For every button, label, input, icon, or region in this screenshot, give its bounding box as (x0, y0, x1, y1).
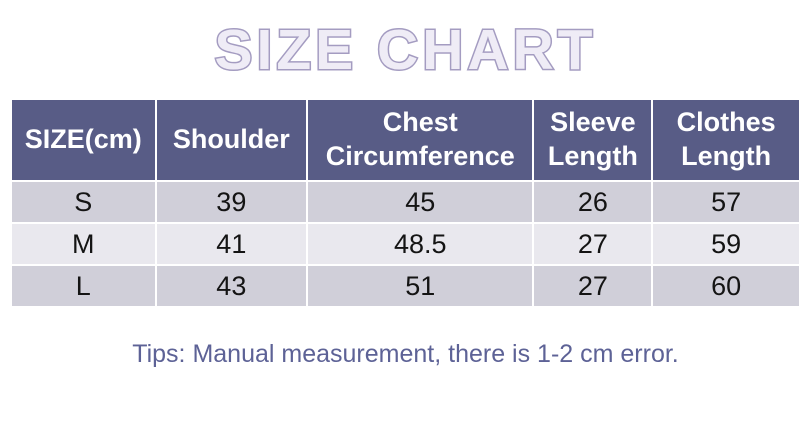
col-header-sleeve-length: Sleeve Length (534, 100, 652, 180)
cell-m-clothes: 59 (653, 224, 799, 264)
cell-s-clothes: 57 (653, 182, 799, 222)
cell-m-shoulder: 41 (156, 224, 307, 264)
size-table: SIZE(cm) Shoulder Chest Circumference Sl… (10, 98, 801, 308)
col-header-chest-circumference: Chest Circumference (308, 100, 533, 180)
table-row-s: S 39 45 26 57 (12, 182, 799, 222)
page-title: SIZE CHART (213, 18, 597, 82)
col-header-size: SIZE(cm) (12, 100, 155, 180)
cell-s-shoulder: 39 (156, 182, 307, 222)
cell-l-chest: 51 (308, 266, 533, 306)
cell-size-l: L (12, 266, 155, 306)
tips-text: Tips: Manual measurement, there is 1-2 c… (132, 340, 679, 368)
col-header-clothes-length: Clothes Length (653, 100, 799, 180)
table-row-l: L 43 51 27 60 (12, 266, 799, 306)
table-header-row: SIZE(cm) Shoulder Chest Circumference Sl… (12, 100, 799, 180)
cell-size-m: M (12, 224, 155, 264)
cell-m-sleeve: 27 (534, 224, 652, 264)
cell-s-chest: 45 (308, 182, 533, 222)
cell-m-chest: 48.5 (308, 224, 533, 264)
col-header-shoulder: Shoulder (156, 100, 307, 180)
cell-l-sleeve: 27 (534, 266, 652, 306)
cell-l-clothes: 60 (653, 266, 799, 306)
cell-l-shoulder: 43 (156, 266, 307, 306)
cell-s-sleeve: 26 (534, 182, 652, 222)
table-row-m: M 41 48.5 27 59 (12, 224, 799, 264)
cell-size-s: S (12, 182, 155, 222)
